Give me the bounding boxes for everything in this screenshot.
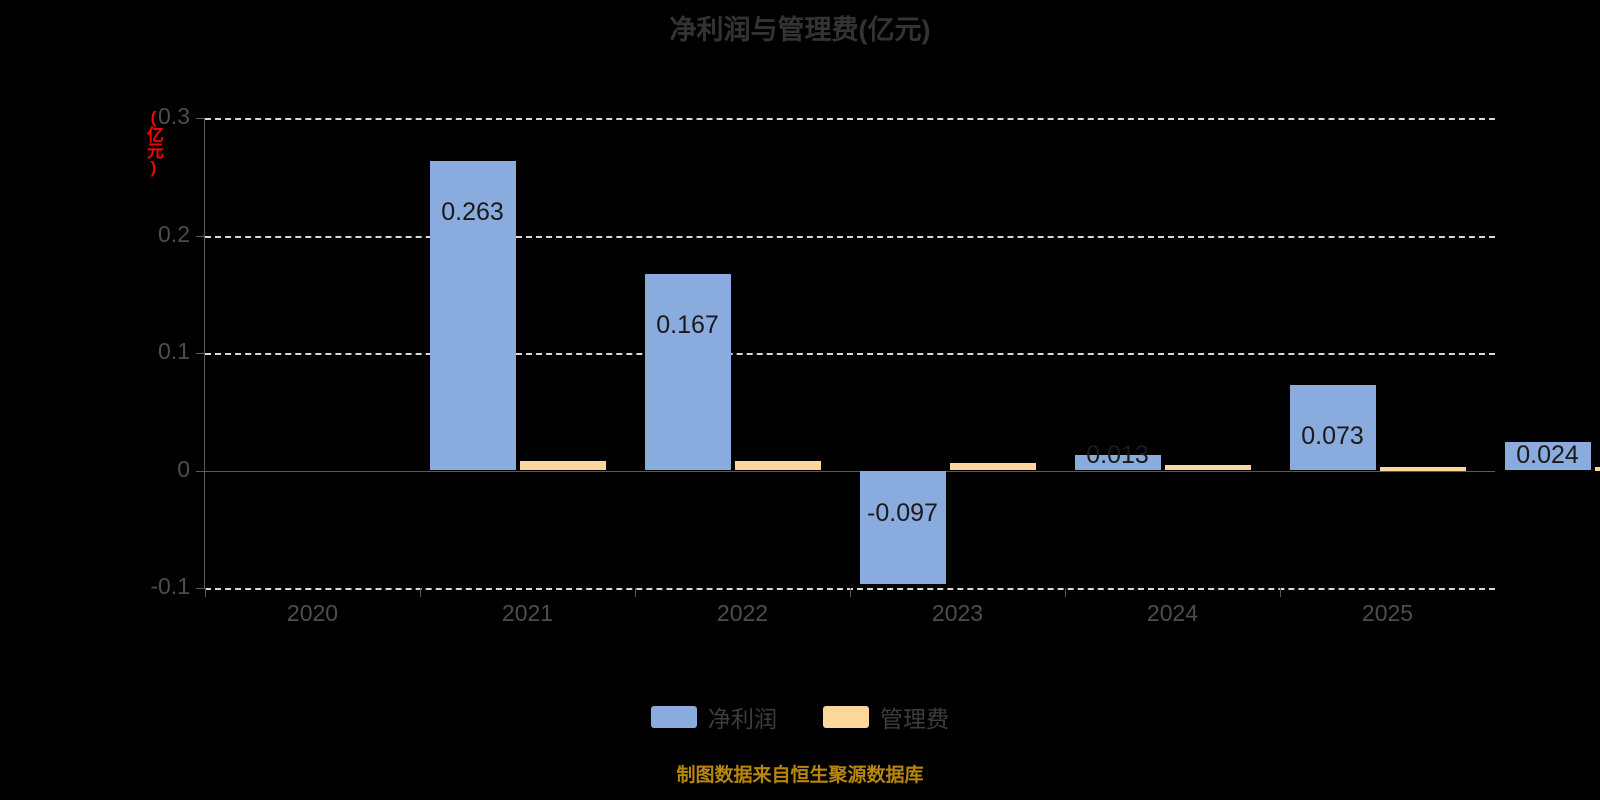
bar-label-net-profit-2020: 0.263 <box>441 198 504 227</box>
y-tick-label: 0 <box>177 455 190 482</box>
bar-admin-expense-2021[interactable] <box>734 461 821 471</box>
y-tick-label: 0.2 <box>158 220 190 247</box>
y-tick-label: 0.3 <box>158 103 190 129</box>
legend-item-net-profit[interactable]: 净利润 <box>651 700 777 734</box>
bar-label-net-profit-2021: 0.167 <box>656 311 719 340</box>
y-tick-label: -0.1 <box>150 573 190 599</box>
bar-net-profit-2024[interactable] <box>1289 384 1376 471</box>
bar-label-net-profit-2023: 0.013 <box>1086 440 1149 469</box>
gridline-0.3 <box>205 118 1495 120</box>
gridline-0 <box>205 470 1495 472</box>
legend-label: 管理费 <box>880 706 949 732</box>
y-tick-label: 0.1 <box>158 338 190 364</box>
bar-net-profit-2023[interactable] <box>1074 455 1161 471</box>
bar-net-profit-2021[interactable] <box>644 274 731 471</box>
chart-legend: 净利润 管理费 <box>0 700 1600 734</box>
y-tick-mark <box>196 588 205 589</box>
x-tick-mark <box>1065 588 1066 597</box>
bar-label-net-profit-2022: -0.097 <box>867 499 938 528</box>
x-tick-label-2022: 2022 <box>716 600 769 626</box>
x-tick-label-2023: 2023 <box>931 600 984 626</box>
legend-label: 净利润 <box>708 706 777 732</box>
chart-title: 净利润与管理费(亿元) <box>669 15 931 45</box>
x-tick-mark <box>850 588 851 597</box>
x-tick-mark <box>635 588 636 597</box>
legend-item-admin-expense[interactable]: 管理费 <box>823 700 949 734</box>
legend-swatch-icon <box>651 706 697 728</box>
bar-net-profit-2020[interactable] <box>429 161 516 471</box>
x-tick-label-2020: 2020 <box>286 600 339 626</box>
y-tick-mark <box>196 470 205 472</box>
y-tick-mark <box>196 353 205 354</box>
gridline-0.1 <box>205 353 1495 355</box>
x-tick-mark <box>420 588 421 597</box>
bar-admin-expense-2022[interactable] <box>949 462 1036 471</box>
chart-source-note: 制图数据来自恒生聚源数据库 <box>676 765 924 786</box>
legend-swatch-icon <box>823 706 869 728</box>
bar-net-profit-2022[interactable] <box>859 470 946 585</box>
x-tick-mark <box>205 588 206 597</box>
gridline-0.2 <box>205 235 1495 238</box>
bar-label-net-profit-2025: 0.024 <box>1516 440 1579 469</box>
bar-admin-expense-2020[interactable] <box>519 461 606 471</box>
x-tick-label-2024: 2024 <box>1146 600 1199 626</box>
bar-admin-expense-2025[interactable] <box>1594 467 1600 472</box>
y-tick-mark <box>196 118 205 119</box>
bar-label-net-profit-2024: 0.073 <box>1301 421 1364 450</box>
y-axis-unit-label: (亿元) <box>144 108 163 176</box>
bar-admin-expense-2023[interactable] <box>1164 465 1251 471</box>
x-tick-label-2025: 2025 <box>1361 600 1414 626</box>
bar-net-profit-2025[interactable] <box>1504 442 1591 471</box>
plot-area: 0.263 0.167 -0.097 0.013 0.073 0.024 <box>205 118 1600 590</box>
bar-admin-expense-2024[interactable] <box>1379 466 1466 471</box>
x-tick-mark <box>1280 588 1281 597</box>
x-tick-label-2021: 2021 <box>501 600 554 626</box>
y-tick-mark <box>196 235 205 237</box>
